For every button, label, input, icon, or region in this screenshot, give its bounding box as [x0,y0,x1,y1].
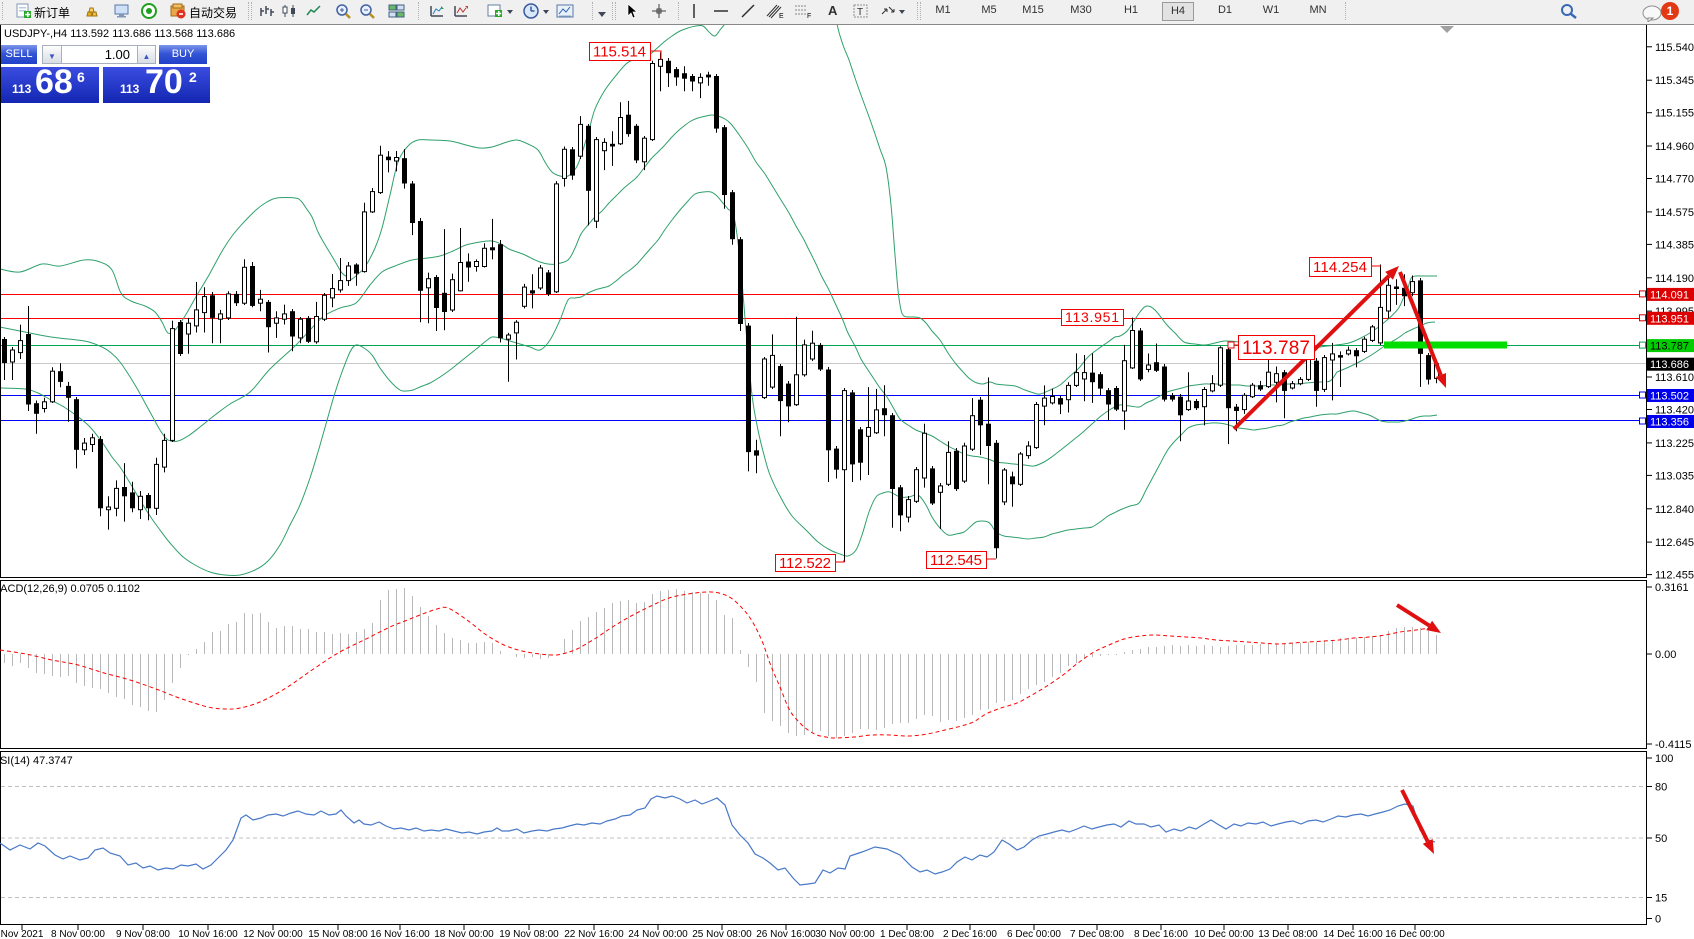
svg-text:113.225: 113.225 [1655,438,1694,450]
svg-text:22 Nov 16:00: 22 Nov 16:00 [564,929,624,939]
svg-text:113.787: 113.787 [1650,341,1689,353]
svg-text:15: 15 [1655,893,1667,905]
svg-text:113.686: 113.686 [1650,359,1689,371]
svg-text:Nov 2021: Nov 2021 [1,929,44,939]
svg-text:114.575: 114.575 [1655,207,1694,219]
svg-text:113.610: 113.610 [1655,372,1694,384]
svg-text:100: 100 [1655,753,1673,765]
svg-text:25 Nov 08:00: 25 Nov 08:00 [692,929,752,939]
svg-text:112.545: 112.545 [930,552,982,569]
svg-text:114.960: 114.960 [1655,141,1694,153]
svg-text:0: 0 [1655,914,1661,926]
svg-text:115.155: 115.155 [1655,108,1694,120]
svg-text:MACD(12,26,9) 0.0705 0.1102: MACD(12,26,9) 0.0705 0.1102 [0,583,140,595]
svg-text:9 Nov 08:00: 9 Nov 08:00 [116,929,170,939]
svg-text:114.385: 114.385 [1655,239,1694,251]
svg-text:113.951: 113.951 [1650,313,1689,325]
svg-text:114.254: 114.254 [1313,259,1367,276]
svg-text:10 Dec 00:00: 10 Dec 00:00 [1194,929,1254,939]
svg-text:19 Nov 08:00: 19 Nov 08:00 [499,929,559,939]
svg-text:T: T [857,7,863,18]
svg-text:15 Nov 08:00: 15 Nov 08:00 [308,929,368,939]
svg-text:113.951: 113.951 [1065,309,1119,325]
svg-text:115.540: 115.540 [1655,42,1694,54]
svg-text:7 Dec 08:00: 7 Dec 08:00 [1070,929,1124,939]
svg-text:2 Dec 16:00: 2 Dec 16:00 [943,929,997,939]
svg-text:E: E [779,13,784,19]
svg-text:18 Nov 00:00: 18 Nov 00:00 [434,929,494,939]
svg-text:115.345: 115.345 [1655,75,1694,87]
svg-text:112.455: 112.455 [1655,570,1694,582]
svg-text:-0.4115: -0.4115 [1655,739,1692,751]
svg-text:115.514: 115.514 [593,43,646,60]
svg-text:113.502: 113.502 [1650,391,1689,403]
svg-text:50: 50 [1655,833,1667,845]
svg-text:6 Dec 00:00: 6 Dec 00:00 [1007,929,1061,939]
svg-text:10 Nov 16:00: 10 Nov 16:00 [178,929,238,939]
svg-text:RSI(14) 47.3747: RSI(14) 47.3747 [0,755,73,767]
svg-text:13 Dec 08:00: 13 Dec 08:00 [1258,929,1318,939]
svg-text:113.035: 113.035 [1655,470,1694,482]
svg-text:113.787: 113.787 [1242,338,1310,359]
svg-text:113.420: 113.420 [1655,405,1694,417]
svg-text:8 Dec 16:00: 8 Dec 16:00 [1134,929,1188,939]
svg-text:USDJPY-,H4 113.592 113.686 11: USDJPY-,H4 113.592 113.686 113.568 113.6… [4,28,235,40]
svg-text:114.190: 114.190 [1655,273,1694,285]
svg-text:112.645: 112.645 [1655,537,1694,549]
svg-text:14 Dec 16:00: 14 Dec 16:00 [1323,929,1383,939]
svg-text:12 Nov 00:00: 12 Nov 00:00 [243,929,303,939]
svg-text:26 Nov 16:00: 26 Nov 16:00 [756,929,816,939]
svg-text:8 Nov 00:00: 8 Nov 00:00 [51,929,105,939]
svg-text:1 Dec 08:00: 1 Dec 08:00 [880,929,934,939]
svg-text:16 Nov 16:00: 16 Nov 16:00 [370,929,430,939]
svg-text:30 Nov 00:00: 30 Nov 00:00 [815,929,875,939]
svg-text:114.770: 114.770 [1655,174,1694,186]
svg-text:16 Dec 00:00: 16 Dec 00:00 [1385,929,1445,939]
svg-text:0.00: 0.00 [1655,649,1676,661]
svg-text:24 Nov 00:00: 24 Nov 00:00 [628,929,688,939]
svg-text:0.3161: 0.3161 [1655,582,1689,594]
svg-text:113.356: 113.356 [1650,417,1689,429]
svg-text:F: F [807,13,811,19]
svg-text:112.840: 112.840 [1655,504,1694,516]
svg-text:114.091: 114.091 [1650,289,1689,301]
svg-text:80: 80 [1655,782,1667,794]
svg-text:1: 1 [1667,4,1674,18]
svg-text:112.522: 112.522 [779,555,831,572]
